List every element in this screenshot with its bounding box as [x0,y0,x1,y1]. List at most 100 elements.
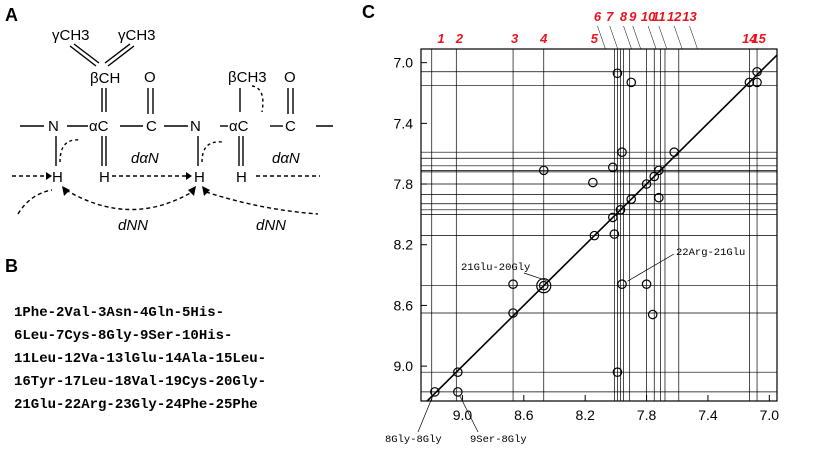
cross-peak [669,147,679,157]
y-tick-label: 8.6 [394,297,414,313]
y-tick-label: 7.8 [394,176,414,192]
cross-peak [508,279,518,289]
peak-leader-line [689,25,698,50]
annotation-label: 22Arg-21Glu [676,247,745,259]
peak-label: 12 [667,9,682,24]
hydrogen-n-i: H [52,169,63,186]
label-d-nn: dNN [256,217,286,234]
x-tick-label: 7.0 [760,407,780,423]
cross-peak [508,308,518,318]
bond [107,45,135,67]
peak-leader-line [673,25,683,50]
cross-peak [612,367,623,377]
atom-ca-i1: αC [229,118,249,135]
superscript: i+1 [202,116,216,127]
cross-peak [608,212,618,223]
cross-peak [647,309,658,320]
hydrogen-ca-i: H [99,169,110,186]
x-tick-label: 7.8 [637,407,657,423]
cross-peak [626,77,637,88]
arrow-head [62,186,70,196]
atom-c-i: C [146,118,157,135]
superscript: i [157,116,160,127]
sequence-line: 1Phe-2Val-3Asn-4Gln-5His- [14,305,224,321]
dashed-arc [59,139,81,163]
atom-c-i1: C [285,118,296,135]
diagonal-line [426,54,778,402]
annotation-leader [627,253,675,282]
panel-label-a: A [5,5,18,25]
atom-n-i1: N [190,118,201,135]
annotation-leader [523,272,547,282]
peptide-structure-diagram: γCH3 γCH3 βCH N i αC i C i N i+1 αC i+1 … [12,27,333,234]
cross-peak [744,77,755,88]
peak-leader-line [658,25,668,50]
peak-label: 3 [511,31,519,46]
panel-label-b: B [5,256,18,276]
arrow-head [188,186,196,196]
peak-label: 2 [455,31,464,46]
cross-peak [538,280,549,291]
cross-peak [752,77,762,88]
annotation-label: 8Gly-8Gly [385,434,442,446]
hydrogen-ca-i1: H [236,169,247,186]
peak-label: 15 [751,31,766,46]
superscript: i [60,116,63,127]
arrow-head [46,172,52,180]
peak-label: 14 [742,31,757,46]
cross-peak [641,179,652,189]
superscript: i [113,116,116,127]
beta-ch: βCH [90,70,120,87]
arrow-head [186,172,192,180]
peak-label: 10 [641,9,656,24]
label-d-alpha-n: dαN [131,150,159,167]
cross-peak [615,205,626,215]
peak-label: 8 [620,9,628,24]
y-tick-label: 7.4 [394,115,414,131]
sequence-line: 16Tyr-17Leu-18Val-19Cys-20Gly- [14,374,266,390]
y-tick-label: 9.0 [394,358,414,374]
superscript: i+1 [253,116,267,127]
cross-peak [617,147,627,157]
peak-label: 1 [437,31,444,46]
noesy-spectrum: 9.0 8.6 8.2 7.8 7.4 7.07.07.47.88.28.69.01 2 3 4… [385,9,779,446]
beta-ch3: βCH3 [228,69,267,86]
x-tick-label: 7.4 [698,407,718,423]
oxygen: O [284,69,296,86]
annotation-label: 21Glu-20Gly [461,262,530,274]
cross-peak [649,171,660,182]
cross-peak-double [536,278,552,294]
annotation-label: 9Ser-8Gly [470,434,527,446]
bond [69,45,97,67]
peak-label: 13 [682,9,697,24]
cross-peak [654,165,664,176]
cross-peak [752,66,762,77]
plot-frame [420,48,778,402]
dashed-arc [201,141,223,163]
dashed-arc [17,189,53,215]
x-tick-label: 8.2 [575,407,595,423]
gamma-methyl-right: γCH3 [118,27,156,44]
peak-label: 9 [629,9,637,24]
peak-label: 5 [591,31,599,46]
cross-peak [453,367,463,377]
peak-leader-line [597,25,606,50]
cross-peak [608,162,618,173]
cross-peak [453,387,463,397]
dashed-arc [205,191,319,215]
cross-peak [589,230,600,241]
peak-leader-line [647,25,657,50]
x-tick-label: 8.6 [514,407,534,423]
cross-peak [641,279,652,289]
bond [104,43,131,64]
peak-label: 6 [594,9,602,24]
sequence-block: 1Phe-2Val-3Asn-4Gln-5His- 6Leu-7Cys-8Gly… [14,305,266,413]
y-tick-label: 7.0 [394,55,414,71]
panel-label-c: C [362,2,375,22]
peak-leader-line [632,25,641,50]
atom-n-i: N [48,118,59,135]
cross-peak [430,387,440,397]
label-d-alpha-n: dαN [272,150,300,167]
cross-peak [612,68,623,79]
